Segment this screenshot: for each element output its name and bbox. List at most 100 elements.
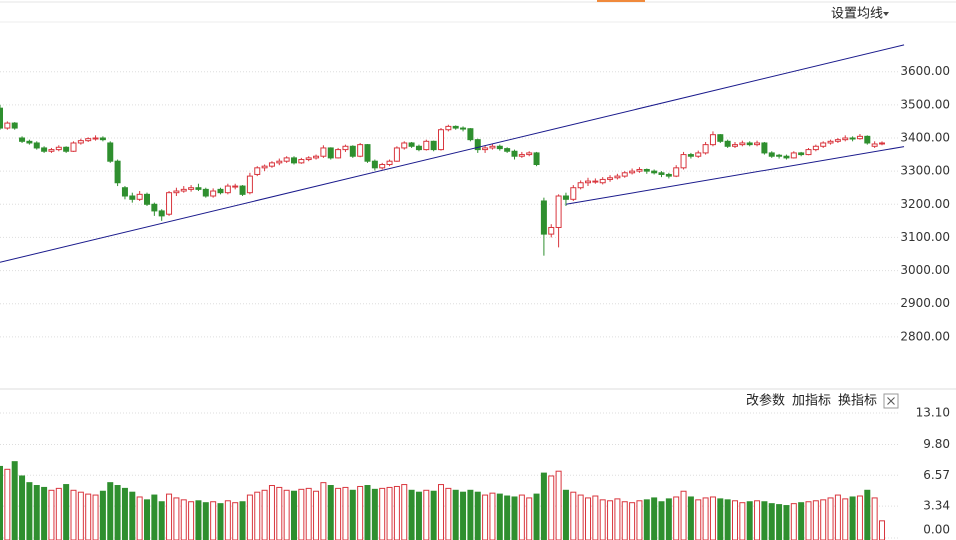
candle-body: [842, 137, 849, 141]
close-button[interactable]: [883, 393, 899, 409]
vol-tick-label: 6.57: [923, 468, 950, 482]
candle-body: [673, 167, 680, 177]
volume-bar: [798, 502, 805, 540]
volume-bar: [562, 489, 569, 540]
candle-body: [629, 170, 636, 174]
volume-bar: [180, 499, 187, 540]
candle-body: [599, 178, 606, 184]
volume-bar: [408, 489, 415, 540]
volume-bar: [474, 491, 481, 540]
candle-body: [732, 144, 738, 147]
volume-bar: [629, 502, 636, 540]
volume-bar: [430, 490, 437, 540]
volume-bar: [504, 495, 511, 540]
dropdown-arrow: [883, 12, 889, 16]
volume-bar: [585, 497, 591, 540]
toolbar-button[interactable]: 加指标: [792, 394, 831, 409]
candle-body: [298, 159, 305, 164]
toolbar-button[interactable]: 改参数: [746, 393, 785, 409]
candle-body: [342, 145, 349, 151]
candle-body: [151, 203, 158, 212]
candle-body: [438, 129, 444, 151]
candle-body: [430, 140, 437, 151]
candle-body: [849, 137, 856, 140]
volume-bar: [482, 494, 489, 540]
candle-body: [614, 175, 621, 179]
candle-body: [19, 137, 26, 142]
volume-bar: [85, 493, 92, 540]
candle-body: [856, 135, 863, 140]
volume-bar: [423, 489, 430, 540]
toolbar-button[interactable]: 换指标: [838, 394, 877, 409]
volume-bar: [254, 491, 261, 540]
volume-bar: [709, 496, 716, 540]
volume-bar: [121, 487, 128, 540]
volume-bar: [812, 500, 819, 540]
volume-bar: [489, 492, 496, 540]
candle-body: [26, 140, 33, 144]
volume-bar: [283, 489, 290, 540]
volume-bar: [63, 484, 70, 540]
volume-bar: [467, 489, 474, 540]
volume-bar: [313, 490, 320, 540]
candle-body: [77, 140, 84, 144]
candle-body: [85, 138, 92, 142]
candle-body: [349, 145, 356, 157]
volume-bar: [871, 497, 878, 540]
candle-body: [540, 200, 547, 235]
volume-bar: [732, 500, 738, 540]
volume-bar: [246, 494, 253, 540]
candle-body: [489, 145, 496, 149]
candle-body: [717, 134, 724, 142]
volume-bar: [746, 501, 753, 540]
candle-body: [305, 157, 312, 161]
candle-body: [320, 147, 327, 157]
volume-bar: [834, 494, 841, 540]
candle-body: [327, 147, 334, 159]
volume-bar: [776, 504, 783, 540]
volume-bar: [548, 475, 555, 540]
candle-body: [276, 160, 283, 164]
candle-body: [636, 168, 643, 172]
volume-bar: [0, 465, 3, 540]
volume-bar: [11, 461, 18, 540]
candle-body: [754, 142, 761, 146]
candle-body: [504, 148, 511, 152]
volume-bar: [607, 500, 614, 540]
volume-bar: [658, 501, 665, 540]
candle-body: [776, 154, 783, 157]
volume-bar: [335, 487, 342, 540]
volume-bar: [460, 491, 467, 540]
ma-button-label[interactable]: 设置均线: [831, 7, 883, 22]
volume-bar: [276, 486, 283, 540]
volume-bar: [680, 490, 687, 540]
candle-body: [371, 160, 378, 169]
candle-body: [864, 135, 871, 144]
candle-body: [452, 125, 459, 129]
candle-body: [239, 185, 246, 195]
volume-bar: [261, 489, 268, 540]
volume-bar: [364, 485, 371, 540]
volume-bar: [107, 482, 114, 540]
volume-bar: [599, 499, 606, 540]
candle-body: [496, 145, 503, 150]
volume-bar: [754, 500, 761, 540]
candle-body: [180, 188, 187, 192]
volume-bar: [849, 496, 856, 540]
volume-bar: [526, 497, 533, 540]
volume-bar: [210, 501, 217, 540]
volume-bar: [739, 502, 746, 540]
volume-bar: [783, 505, 790, 540]
y-tick-label: 3500.00: [900, 97, 950, 111]
volume-bar: [555, 470, 562, 540]
candle-body: [11, 122, 18, 129]
volume-bar: [856, 495, 863, 540]
candle-body: [4, 122, 11, 129]
candle-body: [129, 195, 136, 200]
candle-body: [643, 168, 650, 172]
volume-bar: [129, 491, 136, 540]
ma-button[interactable]: 设置均线: [831, 7, 889, 22]
volume-bar: [643, 499, 650, 540]
volume-bar: [879, 520, 885, 540]
volume-bar: [41, 486, 48, 540]
